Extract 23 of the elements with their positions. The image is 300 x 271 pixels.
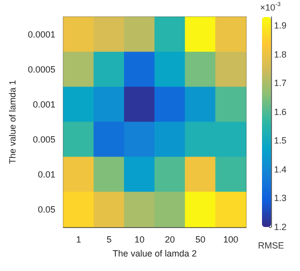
x-tick-label: 20 [164, 234, 175, 244]
color-bar-label: 1.2 [274, 222, 287, 232]
x-tick-label: 5 [106, 234, 112, 244]
color-bar-label: 1.4 [274, 164, 287, 174]
y-tick-label: 0.001 [32, 100, 56, 110]
y-tick-label: 0.01 [38, 170, 56, 180]
y-tick-label: 0.0001 [28, 30, 56, 40]
color-bar-label: 1.8 [274, 49, 287, 60]
color-bar-title: RMSE [258, 240, 284, 250]
color-bar-label: 1.3 [274, 193, 287, 204]
y-tick-label: 0.005 [32, 134, 56, 144]
x-tick-label: 50 [195, 234, 206, 244]
color-bar-label: 1.7 [274, 78, 287, 88]
y-tick-label: 0.05 [38, 204, 56, 214]
x-tick-label: 1 [76, 234, 82, 244]
color-bar-label: 1.9 [274, 20, 287, 31]
color-bar-label: 1.5 [274, 136, 287, 146]
x-tick-label: 100 [223, 234, 238, 244]
x-tick-label: 10 [134, 234, 145, 244]
color-bar-label: 1.6 [274, 106, 287, 117]
y-tick-label: 0.0005 [28, 64, 56, 74]
y-axis-title: The value of lamda 1 [8, 80, 18, 164]
x-axis-title: The value of lamda 2 [112, 248, 197, 258]
